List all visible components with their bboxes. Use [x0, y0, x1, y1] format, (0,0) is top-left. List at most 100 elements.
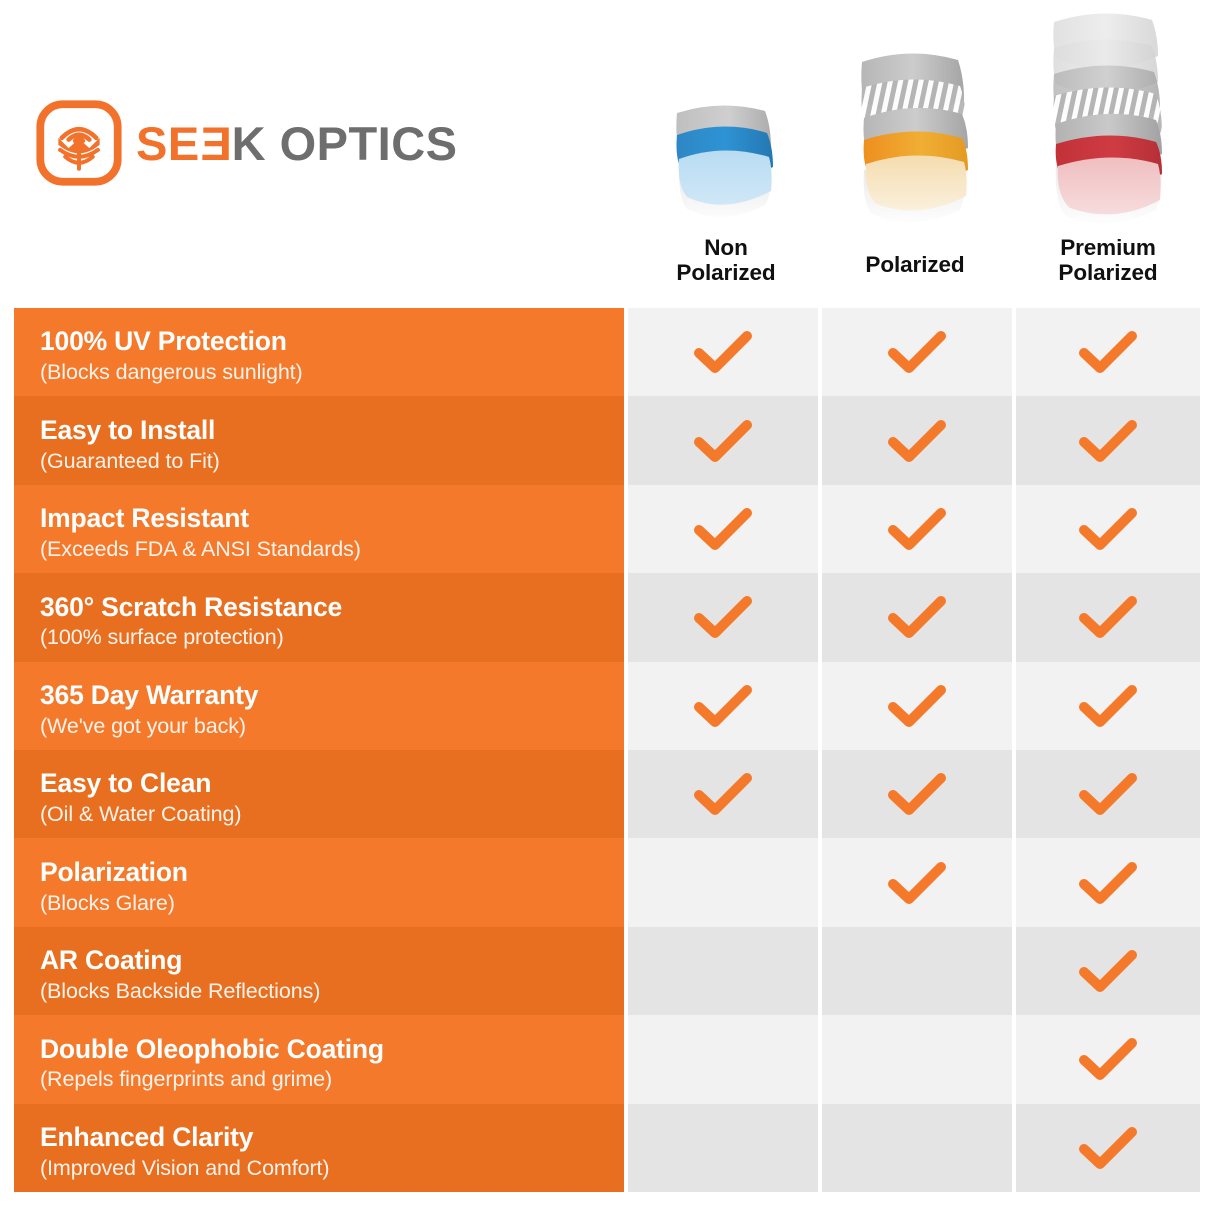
cell-non-polarized — [628, 926, 818, 1016]
feature-cell: 100% UV Protection (Blocks dangerous sunl… — [14, 308, 624, 397]
feature-cell: 365 Day Warranty (We've got your back) — [14, 661, 624, 750]
check-icon — [694, 419, 752, 462]
cell-premium-polarized — [1016, 750, 1200, 839]
check-icon — [888, 773, 946, 816]
feature-title: 360° Scratch Resistance — [40, 591, 343, 622]
column-header-line1: Premium — [1060, 235, 1156, 260]
feature-title: Impact Resistant — [40, 503, 249, 534]
check-icon — [1079, 1126, 1137, 1169]
column-header-polarized: Polarized — [833, 252, 997, 277]
column-header-premium-polarized: Premium Polarized — [1026, 235, 1190, 286]
check-icon — [888, 331, 946, 374]
cell-non-polarized — [628, 750, 818, 839]
feature-cell: Polarization (Blocks Glare) — [14, 838, 624, 927]
check-icon — [1079, 949, 1137, 992]
lens-stack-non-polarized-icon — [676, 105, 773, 218]
check-icon — [888, 507, 946, 550]
cell-premium-polarized — [1016, 926, 1200, 1016]
check-icon — [888, 861, 946, 904]
table-row: Polarization (Blocks Glare) — [14, 838, 1200, 927]
feature-title: 365 Day Warranty — [40, 680, 259, 711]
cell-premium-polarized — [1016, 838, 1200, 927]
feature-subtitle: (Blocks dangerous sunlight) — [40, 360, 303, 385]
feature-title: Double Oleophobic Coating — [40, 1033, 384, 1064]
feature-subtitle: (Guaranteed to Fit) — [40, 448, 220, 473]
table-row: Easy to Install (Guaranteed to Fit) — [14, 396, 1200, 485]
wordmark-see: SE — [136, 116, 200, 170]
wordmark-flipped-e: E — [199, 116, 232, 170]
feature-title: Easy to Clean — [40, 768, 212, 799]
column-header-line2: Polarized — [1058, 260, 1158, 286]
cell-premium-polarized — [1016, 396, 1200, 485]
cell-non-polarized — [628, 396, 818, 485]
feature-cell: AR Coating (Blocks Backside Reflections) — [14, 926, 624, 1016]
check-icon — [694, 684, 752, 727]
check-icon — [1079, 773, 1137, 816]
table-row: Double Oleophobic Coating (Repels fingerp… — [14, 1015, 1200, 1104]
table-row: 365 Day Warranty (We've got your back) — [14, 661, 1200, 750]
column-header-line1: Non — [704, 235, 748, 260]
brand-logo: SE E K OPTICS — [36, 100, 458, 186]
table-row: Easy to Clean (Oil & Water Coating) — [14, 750, 1200, 839]
check-icon — [694, 773, 752, 816]
column-header-non-polarized: Non Polarized — [644, 235, 808, 286]
check-icon — [1079, 419, 1137, 462]
cell-non-polarized — [628, 1103, 818, 1192]
feature-comparison-table: 100% UV Protection (Blocks dangerous sunl… — [14, 308, 1200, 1192]
header: SE E K OPTICS Non Polarized — [0, 0, 1214, 308]
lens-stack-polarized-icon — [861, 53, 968, 223]
check-icon — [888, 596, 946, 639]
cell-polarized — [822, 1103, 1012, 1192]
check-icon — [1079, 861, 1137, 904]
table-row: Impact Resistant (Exceeds FDA & ANSI Stan… — [14, 484, 1200, 574]
check-icon — [1079, 331, 1137, 374]
brand-wordmark: SE E K OPTICS — [136, 116, 458, 170]
feature-title: Enhanced Clarity — [40, 1122, 254, 1153]
table-row: 100% UV Protection (Blocks dangerous sunl… — [14, 308, 1200, 397]
cell-non-polarized — [628, 1015, 818, 1104]
feature-title: Polarization — [40, 856, 188, 887]
check-icon — [1079, 684, 1137, 727]
feature-cell: Easy to Clean (Oil & Water Coating) — [14, 750, 624, 839]
cell-polarized — [822, 573, 1012, 662]
check-icon — [694, 331, 752, 374]
check-icon — [888, 419, 946, 462]
table-row: Enhanced Clarity (Improved Vision and Com… — [14, 1103, 1200, 1192]
feature-subtitle: (Exceeds FDA & ANSI Standards) — [40, 536, 361, 561]
column-header-line2: Polarized — [676, 260, 776, 286]
feature-subtitle: (100% surface protection) — [40, 625, 284, 650]
cell-premium-polarized — [1016, 1015, 1200, 1104]
feature-cell: 360° Scratch Resistance (100% surface pro… — [14, 573, 624, 662]
seek-optics-eye-logo-icon — [36, 100, 122, 186]
cell-polarized — [822, 750, 1012, 839]
table-row: 360° Scratch Resistance (100% surface pro… — [14, 573, 1200, 662]
feature-subtitle: (Blocks Glare) — [40, 890, 175, 915]
check-icon — [1079, 1038, 1137, 1081]
feature-title: Easy to Install — [40, 414, 216, 445]
cell-non-polarized — [628, 484, 818, 574]
feature-title: AR Coating — [40, 945, 183, 976]
feature-cell: Impact Resistant (Exceeds FDA & ANSI Stan… — [14, 484, 624, 574]
feature-subtitle: (We've got your back) — [40, 713, 246, 738]
cell-polarized — [822, 308, 1012, 397]
table-row: AR Coating (Blocks Backside Reflections) — [14, 926, 1200, 1016]
column-header-line1: Polarized — [865, 252, 965, 277]
cell-premium-polarized — [1016, 484, 1200, 574]
cell-polarized — [822, 926, 1012, 1016]
cell-polarized — [822, 661, 1012, 750]
cell-non-polarized — [628, 661, 818, 750]
cell-polarized — [822, 838, 1012, 927]
feature-subtitle: (Improved Vision and Comfort) — [40, 1155, 330, 1180]
check-icon — [694, 596, 752, 639]
check-icon — [888, 684, 946, 727]
cell-polarized — [822, 396, 1012, 485]
wordmark-k-optics: K OPTICS — [231, 116, 458, 170]
feature-subtitle: (Blocks Backside Reflections) — [40, 978, 321, 1003]
cell-non-polarized — [628, 308, 818, 397]
feature-cell: Enhanced Clarity (Improved Vision and Com… — [14, 1103, 624, 1192]
feature-subtitle: (Repels fingerprints and grime) — [40, 1067, 333, 1092]
lens-stack-premium-polarized-icon — [1053, 13, 1162, 224]
feature-cell: Easy to Install (Guaranteed to Fit) — [14, 396, 624, 485]
cell-non-polarized — [628, 838, 818, 927]
feature-subtitle: (Oil & Water Coating) — [40, 802, 242, 827]
